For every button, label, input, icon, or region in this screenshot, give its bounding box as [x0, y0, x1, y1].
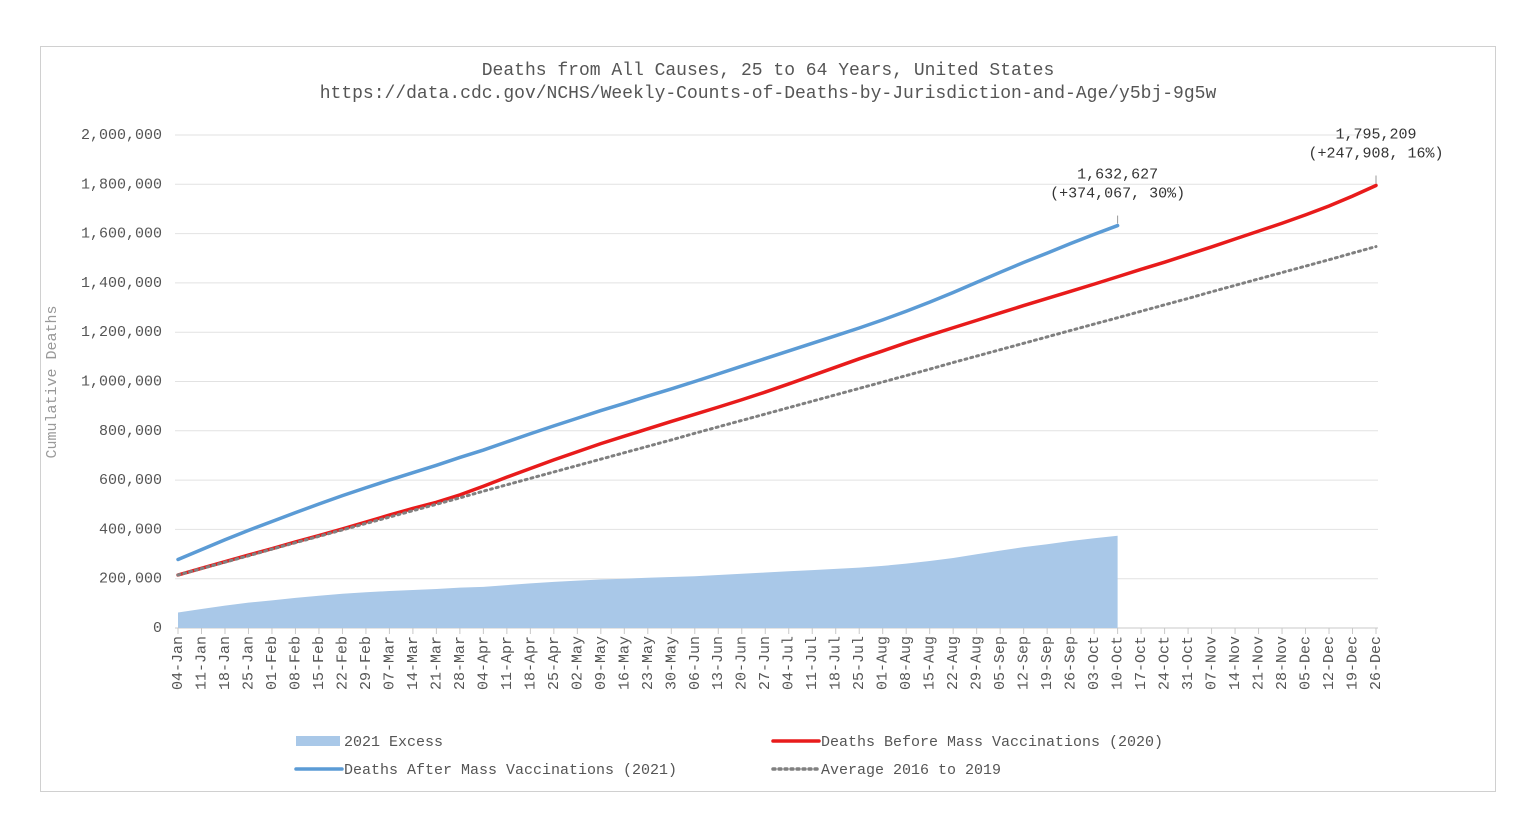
- x-tick-label: 08-Feb: [287, 636, 304, 690]
- x-tick-label: 31-Oct: [1180, 636, 1197, 690]
- y-tick-label: 0: [153, 620, 162, 637]
- x-tick-label: 26-Sep: [1063, 636, 1080, 690]
- legend-label: Average 2016 to 2019: [821, 762, 1001, 779]
- x-tick-label: 28-Mar: [452, 636, 469, 690]
- x-tick-label: 07-Nov: [1204, 636, 1221, 690]
- y-tick-label: 600,000: [99, 472, 162, 489]
- legend-label: Deaths Before Mass Vaccinations (2020): [821, 734, 1163, 751]
- x-tick-label: 06-Jun: [687, 636, 704, 690]
- x-tick-label: 14-Nov: [1227, 636, 1244, 690]
- x-tick-label: 21-Nov: [1251, 636, 1268, 690]
- legend-swatch: [296, 736, 340, 746]
- x-tick-label: 19-Sep: [1039, 636, 1056, 690]
- dotted-line: [176, 245, 1378, 577]
- x-tick-label: 08-Aug: [898, 636, 915, 690]
- x-tick-label: 15-Aug: [922, 636, 939, 690]
- x-tick-label: 18-Jul: [828, 636, 845, 690]
- annotation: (+374,067, 30%): [1050, 186, 1185, 203]
- x-tick-label: 07-Mar: [381, 636, 398, 690]
- x-tick-label: 20-Jun: [734, 636, 751, 690]
- legend-label: Deaths After Mass Vaccinations (2021): [344, 762, 677, 779]
- x-tick-label: 03-Oct: [1086, 636, 1103, 690]
- chart-subtitle: https://data.cdc.gov/NCHS/Weekly-Counts-…: [320, 84, 1217, 104]
- x-tick-label: 12-Dec: [1321, 636, 1338, 690]
- line: [176, 183, 1378, 577]
- x-tick-label: 19-Dec: [1344, 636, 1361, 690]
- x-tick-label: 25-Jan: [240, 636, 257, 690]
- x-tick-label: 11-Apr: [499, 636, 516, 690]
- x-tick-label: 22-Aug: [945, 636, 962, 690]
- annotation: 1,632,627: [1077, 167, 1158, 184]
- x-tick-label: 05-Sep: [992, 636, 1009, 690]
- x-tick-label: 22-Feb: [334, 636, 351, 690]
- area: [178, 535, 1118, 628]
- x-tick-label: 04-Jan: [170, 636, 187, 690]
- x-tick-label: 10-Oct: [1110, 636, 1127, 690]
- y-tick-label: 1,800,000: [81, 176, 162, 193]
- x-tick-label: 21-Mar: [428, 636, 445, 690]
- x-tick-label: 28-Nov: [1274, 636, 1291, 690]
- annotation: 1,795,209: [1335, 126, 1416, 143]
- x-tick-label: 18-Jan: [217, 636, 234, 690]
- x-tick-label: 26-Dec: [1368, 636, 1385, 690]
- y-tick-label: 1,600,000: [81, 226, 162, 243]
- line: [176, 223, 1120, 562]
- x-tick-label: 04-Jul: [781, 636, 798, 690]
- x-tick-label: 30-May: [663, 636, 680, 690]
- y-tick-label: 1,400,000: [81, 275, 162, 292]
- x-tick-label: 01-Aug: [875, 636, 892, 690]
- x-tick-label: 25-Jul: [851, 636, 868, 690]
- x-tick-label: 25-Apr: [546, 636, 563, 690]
- chart-frame: [40, 46, 1496, 792]
- x-tick-label: 09-May: [593, 636, 610, 690]
- x-tick-label: 29-Feb: [358, 636, 375, 690]
- x-tick-label: 14-Mar: [405, 636, 422, 690]
- y-tick-label: 400,000: [99, 521, 162, 538]
- x-tick-label: 18-Apr: [522, 636, 539, 690]
- y-axis-label: Cumulative Deaths: [44, 305, 61, 458]
- x-tick-label: 11-Jan: [193, 636, 210, 690]
- x-tick-label: 24-Oct: [1157, 636, 1174, 690]
- x-tick-label: 05-Dec: [1297, 636, 1314, 690]
- chart-title: Deaths from All Causes, 25 to 64 Years, …: [482, 61, 1055, 81]
- x-tick-label: 17-Oct: [1133, 636, 1150, 690]
- y-tick-label: 200,000: [99, 571, 162, 588]
- x-tick-label: 02-May: [569, 636, 586, 690]
- x-tick-label: 23-May: [640, 636, 657, 690]
- x-tick-label: 11-Jul: [804, 636, 821, 690]
- x-tick-label: 29-Aug: [969, 636, 986, 690]
- y-tick-label: 2,000,000: [81, 127, 162, 144]
- legend-label: 2021 Excess: [344, 734, 443, 751]
- x-tick-label: 01-Feb: [264, 636, 281, 690]
- x-tick-label: 12-Sep: [1016, 636, 1033, 690]
- x-tick-label: 27-Jun: [757, 636, 774, 690]
- y-tick-label: 1,000,000: [81, 373, 162, 390]
- x-tick-label: 16-May: [616, 636, 633, 690]
- y-tick-label: 800,000: [99, 423, 162, 440]
- annotation: (+247,908, 16%): [1308, 145, 1443, 162]
- x-tick-label: 13-Jun: [710, 636, 727, 690]
- x-tick-label: 15-Feb: [311, 636, 328, 690]
- y-tick-label: 1,200,000: [81, 324, 162, 341]
- x-tick-label: 04-Apr: [475, 636, 492, 690]
